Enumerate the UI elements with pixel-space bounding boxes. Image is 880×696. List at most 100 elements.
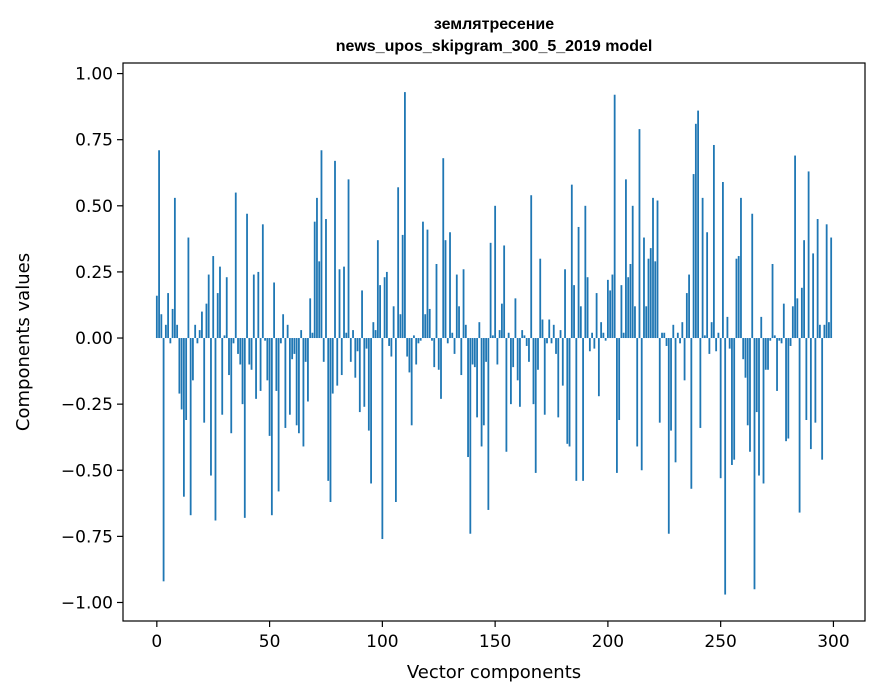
bar-235 — [685, 293, 688, 339]
bar-122 — [431, 338, 433, 341]
bar-79 — [334, 160, 336, 339]
bar-34 — [232, 338, 235, 344]
bar-110 — [404, 92, 406, 339]
bar-154 — [503, 245, 506, 339]
bar-104 — [390, 338, 393, 357]
bar-200 — [606, 279, 609, 339]
bar-61 — [293, 338, 296, 354]
bar-258 — [737, 256, 740, 339]
y-tick-label: −0.50 — [61, 461, 113, 481]
bar-295 — [821, 338, 824, 460]
bar-150 — [494, 205, 497, 339]
bar-288 — [805, 338, 808, 421]
bar-92 — [363, 338, 366, 407]
bar-119 — [424, 314, 427, 339]
bar-19 — [198, 330, 201, 339]
y-tick-label: 0.50 — [75, 197, 113, 217]
bar-8 — [173, 197, 176, 339]
bar-124 — [435, 263, 438, 339]
bar-73 — [320, 150, 323, 339]
x-tick-label: 100 — [366, 632, 398, 652]
bar-30 — [223, 335, 226, 339]
bar-33 — [230, 338, 233, 434]
bar-95 — [370, 338, 372, 484]
bar-164 — [525, 338, 528, 346]
bar-121 — [428, 308, 431, 339]
bar-233 — [681, 322, 684, 339]
bar-284 — [796, 298, 799, 339]
bar-177 — [555, 338, 557, 354]
y-tick-label: 0.75 — [75, 131, 113, 151]
bar-163 — [523, 335, 526, 339]
bar-220 — [652, 197, 654, 339]
bar-244 — [706, 232, 709, 339]
bar-293 — [816, 219, 819, 339]
bar-2 — [160, 314, 163, 339]
bar-147 — [487, 338, 490, 510]
bar-21 — [203, 338, 206, 423]
bar-55 — [279, 338, 282, 344]
bar-39 — [243, 338, 246, 518]
bar-131 — [451, 332, 454, 339]
bar-53 — [275, 338, 278, 391]
bar-56 — [282, 314, 285, 339]
bar-3 — [162, 338, 165, 582]
bar-94 — [367, 338, 370, 431]
bar-254 — [728, 338, 731, 349]
bar-12 — [182, 338, 185, 497]
bar-31 — [225, 277, 228, 339]
bar-259 — [740, 197, 742, 339]
bar-146 — [485, 338, 487, 362]
bar-35 — [234, 192, 237, 339]
y-tick-label: −0.25 — [61, 395, 113, 415]
bar-85 — [347, 179, 350, 339]
bar-162 — [521, 330, 524, 339]
bar-111 — [406, 338, 409, 357]
bar-298 — [828, 322, 830, 339]
bar-287 — [803, 240, 805, 339]
bar-194 — [593, 338, 596, 349]
y-tick-label: 1.00 — [75, 65, 113, 85]
bar-285 — [798, 338, 801, 513]
bar-155 — [505, 338, 508, 452]
bar-232 — [679, 338, 681, 344]
bar-152 — [498, 330, 501, 339]
bar-286 — [800, 287, 803, 339]
y-tick-label: 0.25 — [75, 263, 113, 283]
bar-226 — [665, 338, 668, 346]
bar-299 — [830, 237, 833, 339]
bar-63 — [298, 338, 300, 434]
bar-190 — [584, 205, 587, 339]
bar-281 — [789, 338, 792, 346]
bar-262 — [746, 338, 749, 426]
bar-127 — [442, 158, 445, 339]
bar-272 — [769, 338, 772, 341]
bar-7 — [171, 308, 174, 339]
bar-22 — [205, 303, 208, 339]
bar-273 — [771, 263, 774, 339]
bar-128 — [444, 240, 447, 339]
bar-237 — [690, 338, 693, 489]
bar-188 — [579, 306, 582, 339]
bar-250 — [719, 338, 722, 479]
chart-title-line-1: землятресение — [434, 16, 554, 33]
bar-44 — [255, 338, 257, 399]
bar-126 — [440, 338, 442, 399]
bar-24 — [210, 338, 212, 476]
bar-181 — [564, 269, 566, 339]
bar-195 — [595, 293, 598, 339]
bar-26 — [214, 338, 217, 521]
bar-60 — [291, 338, 294, 360]
bar-38 — [241, 338, 244, 405]
bar-82 — [340, 338, 343, 376]
bar-212 — [634, 306, 636, 339]
bar-5 — [167, 293, 169, 339]
bar-32 — [228, 338, 230, 376]
bar-17 — [194, 324, 197, 339]
bar-149 — [491, 335, 494, 339]
bar-176 — [552, 324, 555, 339]
bar-211 — [631, 205, 634, 339]
bar-157 — [510, 338, 512, 405]
bar-236 — [688, 274, 690, 339]
